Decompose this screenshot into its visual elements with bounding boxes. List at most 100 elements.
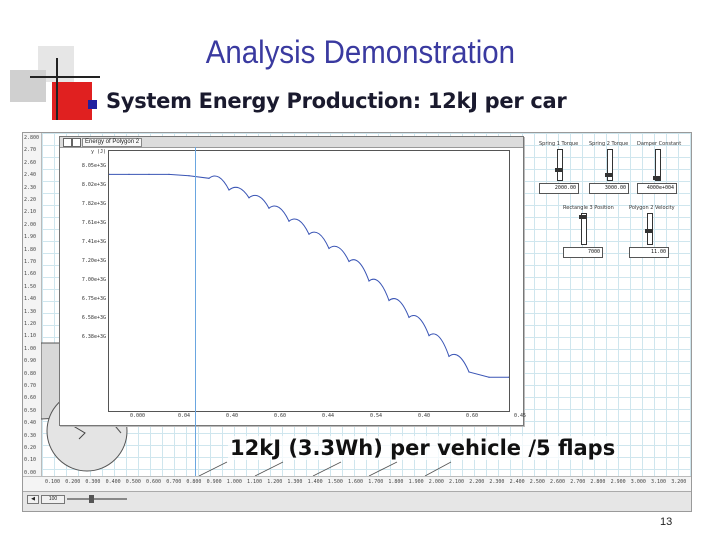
left-ruler-label: 2.60 <box>24 159 37 166</box>
x-tick-label: 0.44 <box>322 413 335 419</box>
bottom-ruler-label: 1.100 <box>247 479 263 485</box>
control-slider-track[interactable] <box>557 149 563 181</box>
x-tick-label: 0.04 <box>178 413 191 419</box>
bottom-ruler-label: 1.900 <box>408 479 424 485</box>
control-value-field[interactable]: 7000 <box>563 247 603 258</box>
energy-data-point <box>228 189 230 191</box>
energy-data-point <box>508 376 509 378</box>
energy-data-point <box>248 197 250 199</box>
plot-menu-icon[interactable] <box>63 138 72 147</box>
y-tick-label: 6.75e+3G <box>81 296 106 302</box>
bottom-ruler-label: 0.300 <box>85 479 101 485</box>
y-tick-label: 7.61e+3G <box>81 220 106 226</box>
x-tick-label: 0.60 <box>466 413 479 419</box>
bottom-ruler-label: 2.000 <box>428 479 444 485</box>
left-ruler-label: 2.20 <box>24 197 37 203</box>
energy-series-line <box>109 173 509 378</box>
x-tick-label: 0.40 <box>226 413 239 419</box>
energy-data-point <box>368 280 370 282</box>
energy-data-point <box>268 207 270 209</box>
page-number: 13 <box>660 516 673 528</box>
plot-area <box>108 150 510 412</box>
bottom-ruler-label: 3.100 <box>651 479 667 485</box>
energy-data-point <box>168 173 170 175</box>
bottom-ruler-label: 1.000 <box>226 479 242 485</box>
bottom-ruler-label: 2.600 <box>550 479 566 485</box>
left-ruler-label: 1.90 <box>24 234 37 241</box>
plot-title-field[interactable]: Energy of Polygon 2 <box>82 138 143 147</box>
energy-plot-window[interactable]: Energy of Polygon 2 y (J) 8.05e+3G 8.02e+… <box>59 136 527 426</box>
left-ruler-label: 2.10 <box>24 209 37 216</box>
left-ruler-label: 2.30 <box>24 184 37 191</box>
energy-data-point <box>109 173 110 175</box>
control-slider-thumb[interactable] <box>579 214 587 219</box>
energy-data-point <box>308 233 310 235</box>
bottom-ruler-label: 0.900 <box>206 479 222 485</box>
left-ruler-label: 2.40 <box>24 172 37 179</box>
energy-data-point <box>428 335 430 337</box>
control-slider-thumb[interactable] <box>645 229 653 233</box>
time-cursor-line[interactable] <box>195 147 196 477</box>
time-slider-track[interactable] <box>67 498 127 500</box>
left-ruler-label: 1.80 <box>24 246 37 253</box>
control-value-field[interactable]: 2000.00 <box>539 183 579 194</box>
bottom-ruler-label: 0.700 <box>166 479 182 485</box>
control-slider-thumb[interactable] <box>605 173 613 177</box>
energy-data-point <box>208 177 210 179</box>
control-label: Spring 2 Torque <box>589 141 629 147</box>
bottom-ruler-label: 2.700 <box>570 479 586 485</box>
y-tick-label: 7.82e+3G <box>81 201 106 207</box>
energy-data-point <box>148 173 150 175</box>
left-ruler-label: 1.50 <box>24 283 37 290</box>
bottom-ruler: 0.100 0.200 0.300 0.400 0.500 0.600 0.700 0.800… <box>23 476 691 491</box>
caption: 12kJ (3.3Wh) per vehicle /5 flaps <box>228 436 618 460</box>
energy-data-point <box>288 220 290 222</box>
x-tick-label: 0.40 <box>418 413 431 419</box>
rewind-button[interactable]: ◀ <box>27 495 39 504</box>
bottom-ruler-label: 2.400 <box>509 479 525 485</box>
left-ruler-label: 0.50 <box>24 407 37 414</box>
y-tick-label: 7.00e+3G <box>81 277 106 283</box>
logo-square-red <box>52 82 92 120</box>
x-tick-label: 0.54 <box>370 413 383 419</box>
left-ruler-label: 1.70 <box>24 259 37 265</box>
status-field[interactable]: 100 <box>41 495 65 504</box>
energy-data-point <box>128 173 130 175</box>
bottom-ruler-label: 3.200 <box>671 479 687 485</box>
control-slider-thumb[interactable] <box>653 176 661 181</box>
bottom-ruler-label: 3.000 <box>630 479 646 485</box>
bottom-ruler-label: 0.500 <box>125 479 141 485</box>
left-ruler-label: 1.30 <box>24 308 37 315</box>
control-slider-thumb[interactable] <box>555 168 563 173</box>
bottom-ruler-label: 2.100 <box>449 479 465 485</box>
plot-svg <box>109 173 509 378</box>
time-slider-thumb[interactable] <box>89 495 94 503</box>
left-ruler-label: 0.60 <box>24 395 37 402</box>
control-value-field[interactable]: 11.00 <box>629 247 669 258</box>
control-label: Damper Constant <box>637 141 682 147</box>
x-tick-label: 0.45 <box>514 413 527 419</box>
control-value-field[interactable]: 3000.00 <box>589 183 629 194</box>
y-axis-label: y (J) <box>90 149 106 155</box>
force-arrows <box>198 461 452 477</box>
bottom-ruler-label: 1.200 <box>267 479 283 485</box>
logo-square-gray <box>10 70 46 102</box>
bottom-ruler-label: 2.500 <box>529 479 545 485</box>
left-ruler-label: 1.00 <box>24 345 37 352</box>
control-slider-track[interactable] <box>581 213 587 245</box>
control-slider-track[interactable] <box>655 149 661 181</box>
left-ruler-label: 0.00 <box>24 469 37 476</box>
energy-data-point <box>448 355 450 357</box>
plot-scale-icon[interactable] <box>72 138 81 147</box>
plot-titlebar[interactable]: Energy of Polygon 2 <box>60 137 523 148</box>
left-ruler-label: 0.10 <box>24 457 37 464</box>
bullet-square <box>88 100 97 109</box>
control-label: Polygon 2 Velocity <box>629 205 675 211</box>
y-tick-label: 7.20e+3G <box>81 258 106 264</box>
left-ruler-label: 2.800 <box>24 135 40 141</box>
control-value-field[interactable]: 4000e+004 <box>637 183 677 194</box>
control-slider-track[interactable] <box>607 149 613 181</box>
x-tick-label: 0.60 <box>274 413 287 419</box>
bottom-ruler-label: 1.300 <box>287 479 303 485</box>
left-ruler-label: 1.60 <box>24 271 37 278</box>
